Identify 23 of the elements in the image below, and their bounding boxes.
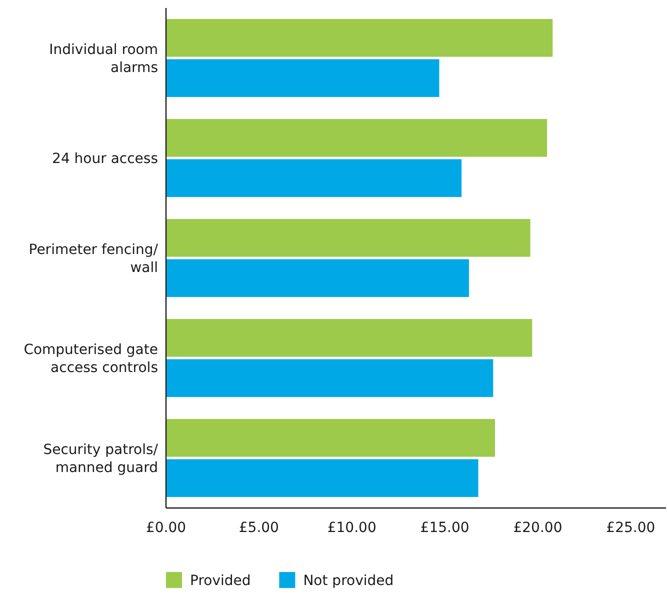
y-tick-label: 24 hour access: [52, 150, 158, 167]
x-tick-label: £10.00: [327, 520, 376, 536]
bar: [166, 159, 462, 197]
x-tick-label: £20.00: [513, 520, 562, 536]
x-tick-label: £0.00: [146, 520, 186, 536]
bar: [166, 359, 494, 397]
legend-label: Provided: [190, 573, 251, 589]
y-tick-label: Computerised gate access controls: [24, 342, 158, 376]
x-tick-label: £15.00: [420, 520, 470, 536]
bar: [166, 319, 532, 357]
bar: [166, 219, 530, 257]
y-tick-label: Security patrols/ manned guard: [43, 442, 158, 476]
bar: [166, 459, 478, 497]
bar: [166, 419, 495, 457]
legend-label: Not provided: [303, 573, 394, 589]
bar: [166, 259, 469, 297]
bar: [166, 19, 553, 57]
bar: [166, 59, 440, 97]
x-tick-label: £5.00: [238, 520, 279, 536]
y-tick-label: Perimeter fencing/ wall: [28, 242, 158, 276]
bar: [166, 119, 548, 157]
x-tick-label: £25.00: [606, 520, 656, 536]
y-tick-label: Individual room alarms: [49, 42, 158, 76]
